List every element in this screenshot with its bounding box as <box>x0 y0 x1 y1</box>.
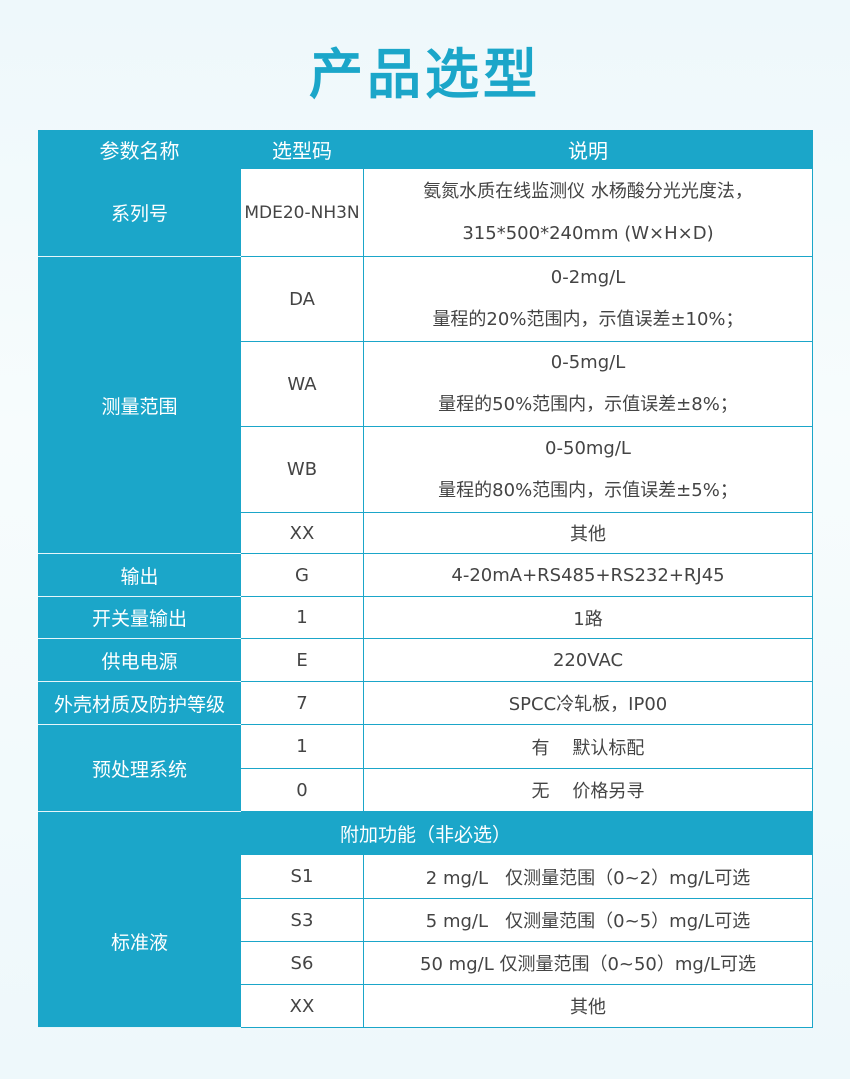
code-cell: XX <box>240 512 364 554</box>
table-row: 外壳材质及防护等级 7 SPCC冷轧板，IP00 <box>38 681 813 725</box>
code-cell: E <box>240 638 364 682</box>
param-cell: 测量范围 <box>38 256 241 554</box>
desc-cell: 220VAC <box>363 638 813 682</box>
desc-cell: 2 mg/L 仅测量范围（0~2）mg/L可选 <box>363 854 813 899</box>
desc-cell: 无 价格另寻 <box>363 768 813 812</box>
desc-cell: 其他 <box>363 984 813 1028</box>
code-cell: 7 <box>240 681 364 725</box>
table-row: 测量范围 DA 0-2mg/L 量程的20%范围内，示值误差±10%； <box>38 256 813 554</box>
code-cell: MDE20-NH3N <box>240 168 364 257</box>
header-code: 选型码 <box>240 130 364 169</box>
code-cell: WA <box>240 341 364 427</box>
code-cell: 1 <box>240 724 364 769</box>
addon-header: 附加功能（非必选） <box>38 811 813 855</box>
desc-cell: 50 mg/L 仅测量范围（0~50）mg/L可选 <box>363 941 813 985</box>
code-cell: 1 <box>240 596 364 639</box>
code-cell: 0 <box>240 768 364 812</box>
param-cell: 输出 <box>38 553 241 597</box>
desc-line: 0-50mg/L <box>545 437 631 459</box>
table-row: WB 0-50mg/L 量程的80%范围内，示值误差±5%； <box>39 426 813 513</box>
desc-cell: 1路 <box>363 596 813 639</box>
desc-cell: 有 默认标配 <box>363 724 813 769</box>
param-cell: 外壳材质及防护等级 <box>38 681 241 725</box>
desc-cell: 其他 <box>363 512 813 554</box>
desc-cell: 0-2mg/L 量程的20%范围内，示值误差±10%； <box>363 256 813 342</box>
table-row: 预处理系统 1 有 默认标配 <box>38 724 813 812</box>
table-row: XX 其他 <box>39 512 813 554</box>
code-cell: G <box>240 553 364 597</box>
code-cell: S6 <box>240 941 364 985</box>
code-cell: DA <box>240 256 364 342</box>
table-row: 输出 G 4-20mA+RS485+RS232+RJ45 <box>38 553 813 597</box>
addon-header-row: 附加功能（非必选） <box>38 811 813 855</box>
code-cell: WB <box>240 426 364 513</box>
desc-line: 量程的20%范围内，示值误差±10%； <box>432 309 744 330</box>
param-cell: 系列号 <box>38 168 241 257</box>
table-row: 开关量输出 1 1路 <box>38 596 813 639</box>
header-param: 参数名称 <box>38 130 241 169</box>
selection-table: 参数名称 选型码 说明 系列号 MDE20-NH3N 氨氮水质在线监测仪 水杨酸… <box>38 130 813 1028</box>
table-row: S3 5 mg/L 仅测量范围（0~5）mg/L可选 <box>39 898 813 942</box>
desc-line: 0-2mg/L <box>550 267 626 288</box>
table-row: XX 其他 <box>39 984 813 1028</box>
param-cell: 预处理系统 <box>38 724 241 812</box>
table-row: WA 0-5mg/L 量程的50%范围内，示值误差±8%； <box>39 341 813 427</box>
desc-cell: 5 mg/L 仅测量范围（0~5）mg/L可选 <box>363 898 813 942</box>
table-row: 0 无 价格另寻 <box>39 768 813 812</box>
table-row: 供电电源 E 220VAC <box>38 638 813 682</box>
desc-line: 0-5mg/L <box>550 352 626 373</box>
page-title: 产品选型 <box>309 43 541 106</box>
table-header: 参数名称 选型码 说明 <box>38 130 813 169</box>
desc-cell: 0-50mg/L 量程的80%范围内，示值误差±5%； <box>363 426 813 513</box>
desc-line: 量程的50%范围内，示值误差±8%； <box>438 394 738 415</box>
desc-line: 315*500*240mm (W×H×D) <box>462 222 714 244</box>
param-cell: 标准液 <box>38 854 241 1028</box>
code-cell: XX <box>240 984 364 1028</box>
desc-line: 氨氮水质在线监测仪 水杨酸分光光度法， <box>423 180 753 202</box>
code-cell: S1 <box>240 854 364 899</box>
param-cell: 开关量输出 <box>38 596 241 639</box>
desc-cell: 氨氮水质在线监测仪 水杨酸分光光度法， 315*500*240mm (W×H×D) <box>363 168 813 257</box>
desc-cell: 0-5mg/L 量程的50%范围内，示值误差±8%； <box>363 341 813 427</box>
desc-line: 量程的80%范围内，示值误差±5%； <box>438 479 738 501</box>
table-row: 标准液 S1 2 mg/L 仅测量范围（0~2）mg/L可选 <box>38 854 813 1028</box>
table-row: 系列号 MDE20-NH3N 氨氮水质在线监测仪 水杨酸分光光度法， 315*50… <box>38 168 813 257</box>
param-cell: 供电电源 <box>38 638 241 682</box>
desc-cell: 4-20mA+RS485+RS232+RJ45 <box>363 553 813 597</box>
table-row: S6 50 mg/L 仅测量范围（0~50）mg/L可选 <box>39 941 813 985</box>
desc-cell: SPCC冷轧板，IP00 <box>363 681 813 725</box>
code-cell: S3 <box>240 898 364 942</box>
header-desc: 说明 <box>363 130 813 169</box>
